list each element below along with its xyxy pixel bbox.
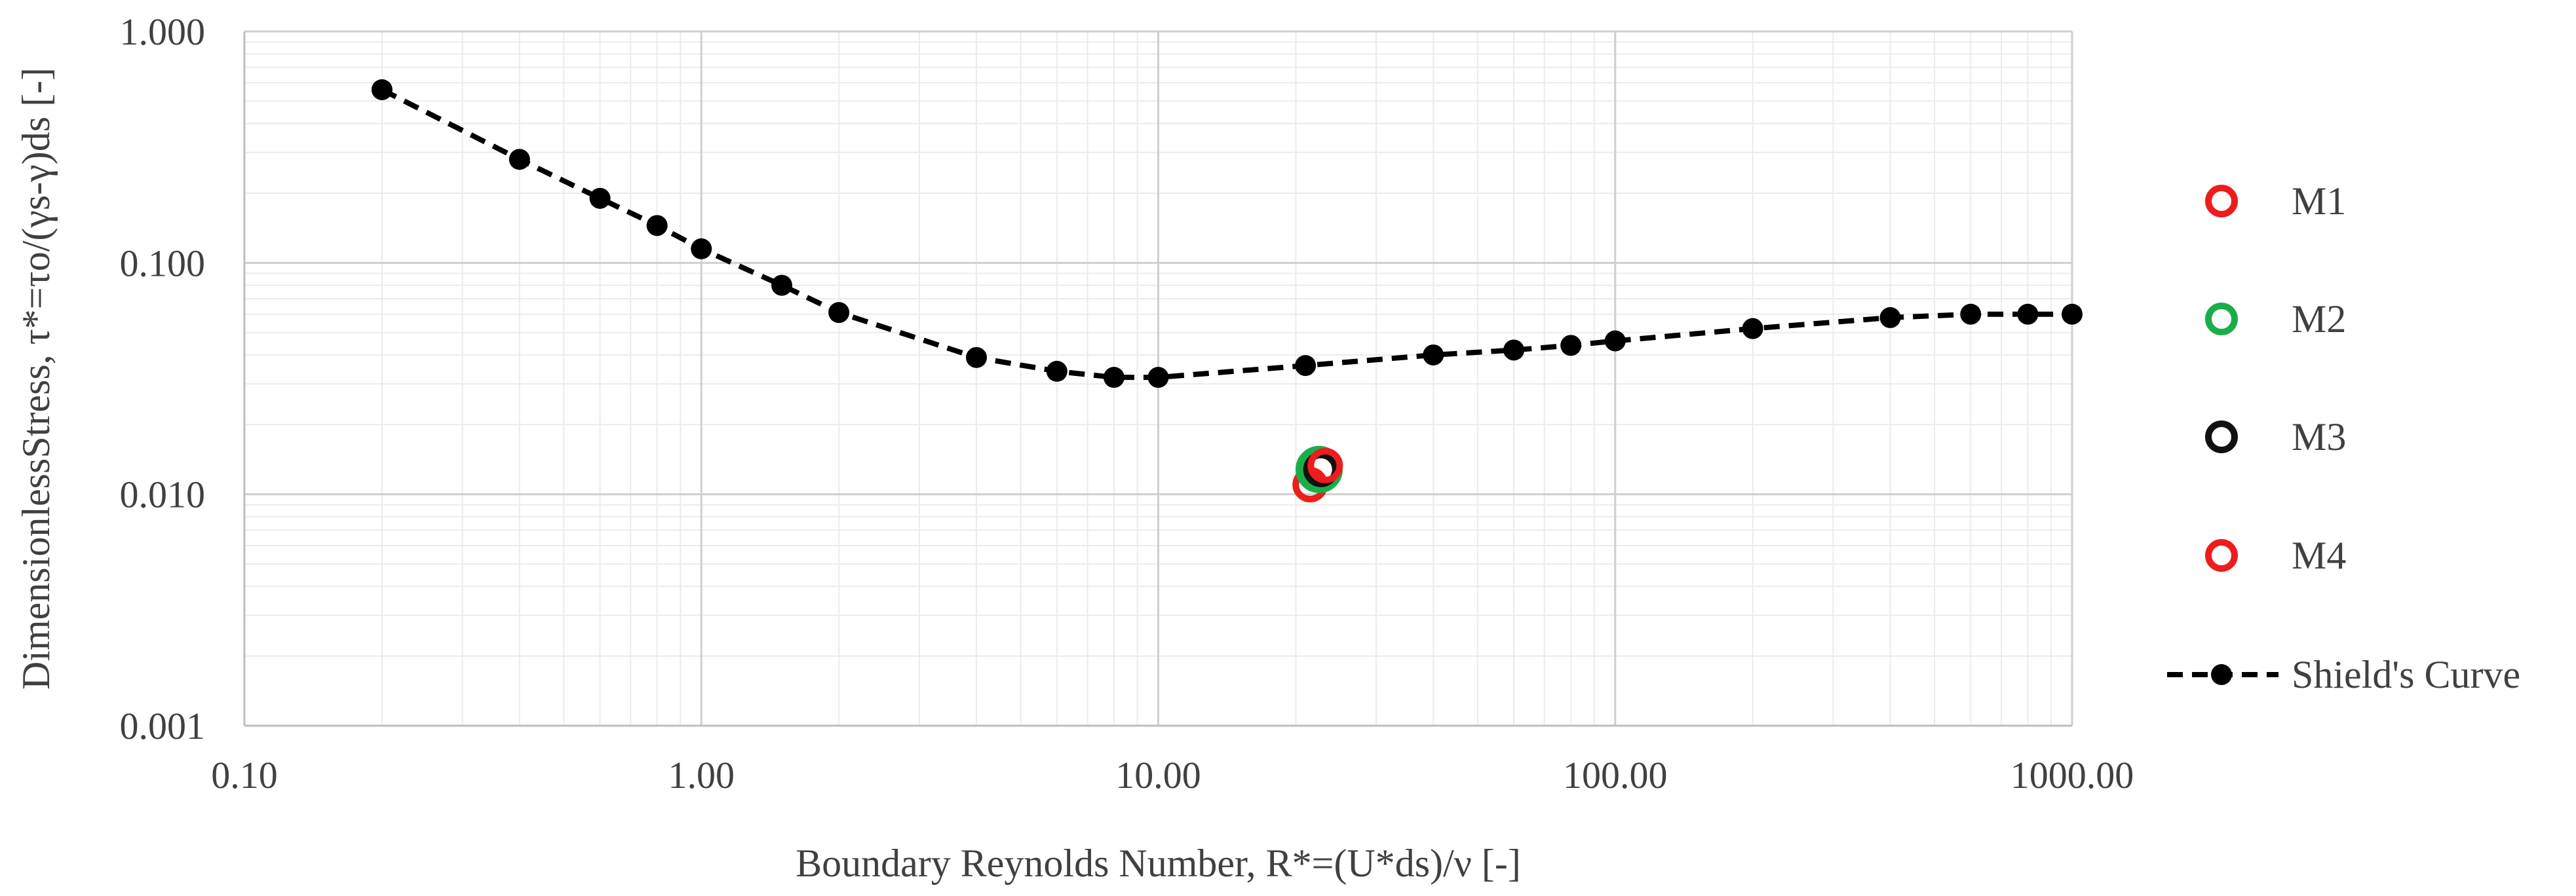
shields-curve-point xyxy=(1103,367,1125,388)
shields-curve-point xyxy=(1423,344,1444,365)
y-tick-labels: 0.001 0.010 0.100 1.000 xyxy=(120,10,206,747)
legend-marker-m3 xyxy=(2205,420,2238,453)
shields-curve-point xyxy=(1295,355,1317,377)
shields-curve-point xyxy=(1046,360,1067,382)
legend-marker-m4 xyxy=(2205,539,2238,572)
shields-curve-point xyxy=(771,274,793,296)
legend-label-m3: M3 xyxy=(2292,415,2346,458)
measurement-points-layer xyxy=(1292,445,1343,503)
x-tick-label: 100.00 xyxy=(1563,754,1668,796)
shields-curve-point xyxy=(1604,330,1626,352)
chart-legend: M1 M2 M3 M4 Shield's Curve xyxy=(2167,179,2520,696)
shields-curve-layer xyxy=(371,79,2083,388)
legend-label-shields-curve: Shield's Curve xyxy=(2292,653,2520,696)
y-tick-label: 0.001 xyxy=(120,705,206,747)
shields-curve-point xyxy=(828,302,850,324)
shields-curve-point xyxy=(691,238,712,259)
legend-label-m2: M2 xyxy=(2292,297,2346,341)
shields-curve-point xyxy=(2062,303,2083,325)
x-tick-label: 0.10 xyxy=(211,754,278,796)
y-tick-label: 1.000 xyxy=(120,10,206,53)
shields-curve-point xyxy=(1147,367,1169,388)
y-tick-label: 0.010 xyxy=(120,474,206,516)
legend-marker-shields-curve-dot xyxy=(2211,664,2232,685)
x-tick-label: 1.00 xyxy=(668,754,735,796)
x-tick-labels: 0.10 1.00 10.00 100.00 1000.00 xyxy=(211,754,2134,796)
x-tick-label: 1000.00 xyxy=(2010,754,2134,796)
shields-curve-point xyxy=(1503,339,1525,361)
shields-curve-point xyxy=(646,215,668,236)
y-tick-label: 0.100 xyxy=(120,242,206,284)
legend-marker-m2 xyxy=(2205,303,2238,335)
shields-curve-line xyxy=(381,87,2072,381)
legend-label-m1: M1 xyxy=(2292,179,2346,223)
shields-curve-point xyxy=(589,187,611,209)
shields-curve-point xyxy=(2017,303,2039,325)
x-axis-title: Boundary Reynolds Number, R*=(U*ds)/ν [-… xyxy=(796,842,1521,885)
shields-curve-point xyxy=(966,346,988,368)
shields-curve-point xyxy=(1742,318,1763,339)
y-axis-title: DimensionlessStress, τ*=τo/(γs-γ)ds [-] xyxy=(14,67,58,690)
shields-curve-point xyxy=(371,79,393,100)
point-m4 xyxy=(1307,447,1343,483)
legend-label-m4: M4 xyxy=(2292,534,2346,577)
shields-curve-point xyxy=(1879,307,1901,328)
shields-curve-point xyxy=(1960,303,1982,325)
shields-curve-point xyxy=(1560,335,1582,356)
shields-curve-point xyxy=(509,149,530,170)
legend-marker-m1 xyxy=(2205,185,2238,217)
x-tick-label: 10.00 xyxy=(1115,754,1201,796)
